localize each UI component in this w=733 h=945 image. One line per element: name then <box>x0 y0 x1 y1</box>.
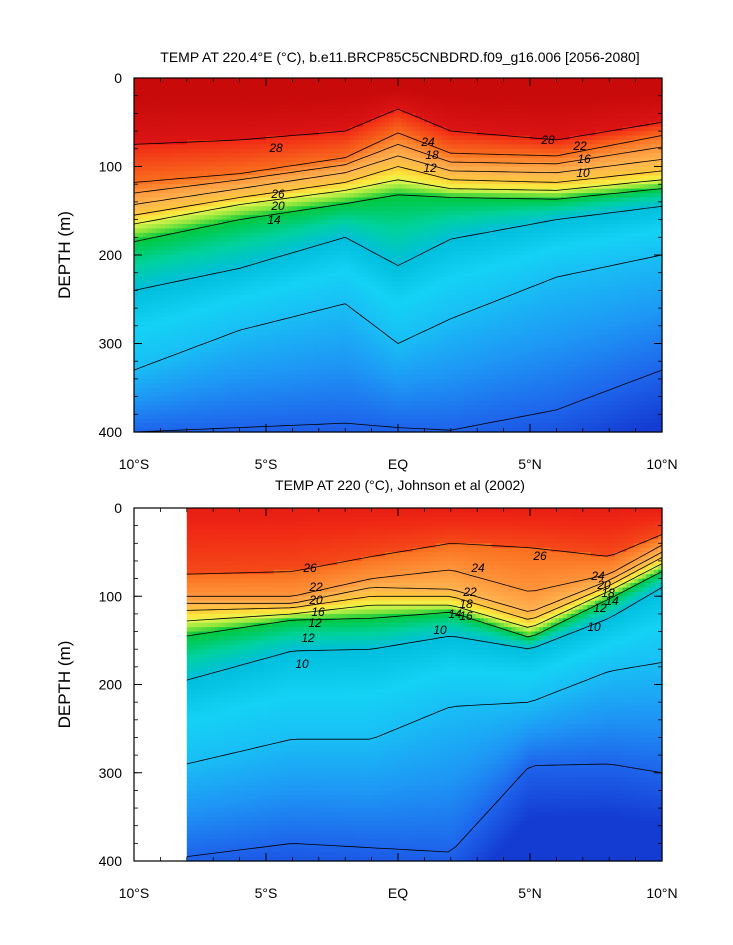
x-tick-label: 5°N <box>518 885 542 901</box>
y-axis-label: DEPTH (m) <box>55 641 74 729</box>
contour-label: 12 <box>301 631 315 645</box>
y-tick-label: 400 <box>99 424 123 440</box>
x-tick-label: 10°N <box>646 885 677 901</box>
contour-label: 12 <box>593 601 607 615</box>
y-tick-label: 200 <box>99 247 123 263</box>
x-tick-label: 10°S <box>119 885 150 901</box>
chart-title: TEMP AT 220.4°E (°C), b.e11.BRCP85C5CNBD… <box>160 49 639 65</box>
contour-label: 28 <box>540 133 555 147</box>
contour-label: 24 <box>470 561 485 575</box>
contour-label: 10 <box>576 166 590 180</box>
contour-label: 28 <box>268 141 283 155</box>
x-tick-label: 5°N <box>518 456 542 472</box>
contour-label: 14 <box>605 594 619 608</box>
y-tick-label: 300 <box>99 336 123 352</box>
contour-label: 14 <box>448 607 462 621</box>
x-tick-label: EQ <box>388 456 408 472</box>
y-axis-label: DEPTH (m) <box>55 211 74 299</box>
contour-label: 10 <box>587 620 601 634</box>
temperature-field-2 <box>187 508 663 862</box>
contour-label: 20 <box>270 199 285 213</box>
contour-label: 16 <box>577 152 591 166</box>
contour-label: 24 <box>420 135 435 149</box>
x-tick-label: 10°S <box>119 456 150 472</box>
y-tick-label: 300 <box>99 765 123 781</box>
x-tick-label: 5°S <box>255 885 278 901</box>
y-tick-label: 0 <box>114 500 122 516</box>
contour-label: 26 <box>302 561 317 575</box>
contour-label: 10 <box>295 657 309 671</box>
contour-label: 22 <box>572 139 587 153</box>
x-tick-label: 5°S <box>255 456 278 472</box>
y-tick-label: 0 <box>114 70 122 86</box>
temperature-field-1 <box>134 78 663 433</box>
contour-label: 10 <box>433 623 447 637</box>
contour-label: 14 <box>267 213 281 227</box>
y-tick-label: 200 <box>99 677 123 693</box>
x-tick-label: 10°N <box>646 456 677 472</box>
y-tick-label: 100 <box>99 159 123 175</box>
contour-label: 12 <box>308 616 322 630</box>
x-tick-label: EQ <box>388 885 408 901</box>
y-tick-label: 400 <box>99 853 123 869</box>
chart-title: TEMP AT 220 (°C), Johnson et al (2002) <box>275 477 525 493</box>
contour-label: 22 <box>308 580 323 594</box>
y-tick-label: 100 <box>99 588 123 604</box>
contour-label: 26 <box>532 549 547 563</box>
contour-label: 18 <box>425 148 439 162</box>
contour-label: 12 <box>423 161 437 175</box>
